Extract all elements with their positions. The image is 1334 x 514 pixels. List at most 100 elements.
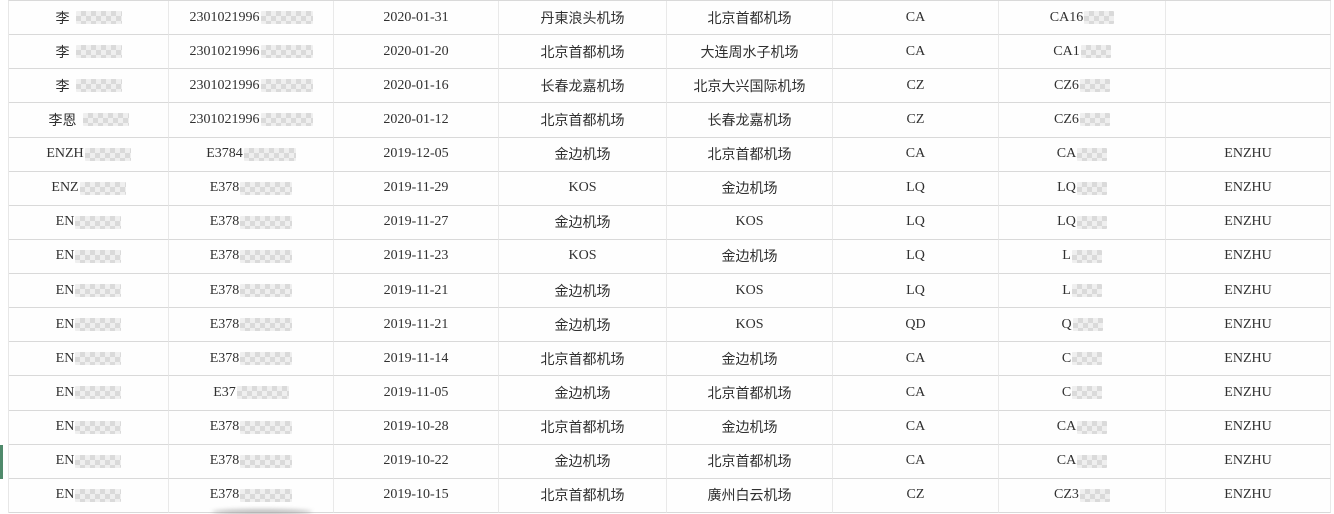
cell-name[interactable]: EN xyxy=(9,444,169,479)
cell-id[interactable]: E378 xyxy=(169,308,334,343)
cell-name[interactable]: EN xyxy=(9,478,169,513)
cell-date[interactable]: 2020-01-12 xyxy=(334,103,499,138)
cell-airline[interactable]: CZ xyxy=(833,69,999,104)
cell-flight[interactable]: C xyxy=(999,342,1166,377)
cell-passenger[interactable] xyxy=(1166,69,1331,104)
cell-to[interactable]: 金边机场 xyxy=(667,410,833,445)
cell-passenger[interactable]: ENZHU xyxy=(1166,205,1331,240)
cell-to[interactable]: 北京首都机场 xyxy=(667,137,833,172)
cell-flight[interactable]: CA xyxy=(999,137,1166,172)
cell-flight[interactable]: CA16 xyxy=(999,1,1166,36)
cell-airline[interactable]: CA xyxy=(833,342,999,377)
cell-from[interactable]: 金边机场 xyxy=(499,205,667,240)
cell-date[interactable]: 2019-10-22 xyxy=(334,444,499,479)
cell-date[interactable]: 2019-11-14 xyxy=(334,342,499,377)
cell-id[interactable]: E378 xyxy=(169,478,334,513)
cell-date[interactable]: 2020-01-31 xyxy=(334,1,499,36)
cell-name[interactable]: 李 xyxy=(9,1,169,36)
cell-name[interactable]: EN xyxy=(9,239,169,274)
cell-flight[interactable]: CA xyxy=(999,444,1166,479)
cell-passenger[interactable] xyxy=(1166,35,1331,70)
cell-to[interactable]: 北京首都机场 xyxy=(667,376,833,411)
cell-passenger[interactable]: ENZHU xyxy=(1166,376,1331,411)
cell-from[interactable]: 丹東浪头机场 xyxy=(499,1,667,36)
cell-flight[interactable]: CZ6 xyxy=(999,69,1166,104)
cell-flight[interactable]: Q xyxy=(999,308,1166,343)
cell-airline[interactable]: CZ xyxy=(833,478,999,513)
cell-passenger[interactable] xyxy=(1166,103,1331,138)
cell-name[interactable]: EN xyxy=(9,274,169,309)
cell-airline[interactable]: CA xyxy=(833,444,999,479)
cell-name[interactable]: EN xyxy=(9,376,169,411)
cell-name[interactable]: ENZ xyxy=(9,171,169,206)
cell-to[interactable]: KOS xyxy=(667,205,833,240)
cell-date[interactable]: 2019-12-05 xyxy=(334,137,499,172)
cell-id[interactable]: E37 xyxy=(169,376,334,411)
cell-from[interactable]: 金边机场 xyxy=(499,444,667,479)
cell-airline[interactable]: CA xyxy=(833,410,999,445)
cell-id[interactable]: 2301021996 xyxy=(169,103,334,138)
cell-to[interactable]: 长春龙嘉机场 xyxy=(667,103,833,138)
cell-name[interactable]: EN xyxy=(9,410,169,445)
cell-passenger[interactable]: ENZHU xyxy=(1166,239,1331,274)
cell-airline[interactable]: LQ xyxy=(833,274,999,309)
cell-id[interactable]: 2301021996 xyxy=(169,35,334,70)
cell-from[interactable]: KOS xyxy=(499,171,667,206)
cell-id[interactable]: E378 xyxy=(169,342,334,377)
cell-passenger[interactable] xyxy=(1166,1,1331,36)
cell-name[interactable]: 李恩 xyxy=(9,103,169,138)
cell-date[interactable]: 2019-11-21 xyxy=(334,274,499,309)
cell-airline[interactable]: LQ xyxy=(833,205,999,240)
cell-id[interactable]: E378 xyxy=(169,410,334,445)
cell-from[interactable]: 北京首都机场 xyxy=(499,342,667,377)
cell-passenger[interactable]: ENZHU xyxy=(1166,274,1331,309)
cell-passenger[interactable]: ENZHU xyxy=(1166,444,1331,479)
cell-name[interactable]: EN xyxy=(9,342,169,377)
cell-flight[interactable]: CZ3 xyxy=(999,478,1166,513)
cell-from[interactable]: 长春龙嘉机场 xyxy=(499,69,667,104)
cell-id[interactable]: E378 xyxy=(169,239,334,274)
cell-id[interactable]: E378 xyxy=(169,444,334,479)
cell-to[interactable]: 金边机场 xyxy=(667,171,833,206)
cell-from[interactable]: 北京首都机场 xyxy=(499,410,667,445)
cell-to[interactable]: 金边机场 xyxy=(667,239,833,274)
cell-airline[interactable]: CA xyxy=(833,137,999,172)
cell-flight[interactable]: L xyxy=(999,239,1166,274)
cell-airline[interactable]: CZ xyxy=(833,103,999,138)
cell-name[interactable]: EN xyxy=(9,205,169,240)
cell-airline[interactable]: CA xyxy=(833,1,999,36)
cell-from[interactable]: 北京首都机场 xyxy=(499,478,667,513)
cell-name[interactable]: 李 xyxy=(9,35,169,70)
cell-id[interactable]: E3784 xyxy=(169,137,334,172)
cell-flight[interactable]: CA xyxy=(999,410,1166,445)
cell-date[interactable]: 2019-10-15 xyxy=(334,478,499,513)
cell-to[interactable]: 北京首都机场 xyxy=(667,444,833,479)
cell-from[interactable]: 金边机场 xyxy=(499,274,667,309)
cell-passenger[interactable]: ENZHU xyxy=(1166,478,1331,513)
cell-passenger[interactable]: ENZHU xyxy=(1166,171,1331,206)
cell-flight[interactable]: LQ xyxy=(999,171,1166,206)
cell-flight[interactable]: L xyxy=(999,274,1166,309)
cell-passenger[interactable]: ENZHU xyxy=(1166,410,1331,445)
cell-date[interactable]: 2019-11-27 xyxy=(334,205,499,240)
cell-to[interactable]: 金边机场 xyxy=(667,342,833,377)
cell-id[interactable]: E378 xyxy=(169,274,334,309)
cell-to[interactable]: 廣州白云机场 xyxy=(667,478,833,513)
cell-flight[interactable]: CA1 xyxy=(999,35,1166,70)
cell-name[interactable]: 李 xyxy=(9,69,169,104)
cell-date[interactable]: 2019-11-29 xyxy=(334,171,499,206)
cell-airline[interactable]: LQ xyxy=(833,239,999,274)
cell-passenger[interactable]: ENZHU xyxy=(1166,342,1331,377)
cell-to[interactable]: KOS xyxy=(667,274,833,309)
cell-to[interactable]: 北京大兴国际机场 xyxy=(667,69,833,104)
cell-airline[interactable]: LQ xyxy=(833,171,999,206)
cell-id[interactable]: E378 xyxy=(169,171,334,206)
cell-airline[interactable]: CA xyxy=(833,376,999,411)
cell-id[interactable]: E378 xyxy=(169,205,334,240)
cell-from[interactable]: 金边机场 xyxy=(499,376,667,411)
cell-airline[interactable]: QD xyxy=(833,308,999,343)
cell-passenger[interactable]: ENZHU xyxy=(1166,308,1331,343)
cell-flight[interactable]: CZ6 xyxy=(999,103,1166,138)
cell-from[interactable]: 金边机场 xyxy=(499,308,667,343)
cell-name[interactable]: ENZH xyxy=(9,137,169,172)
